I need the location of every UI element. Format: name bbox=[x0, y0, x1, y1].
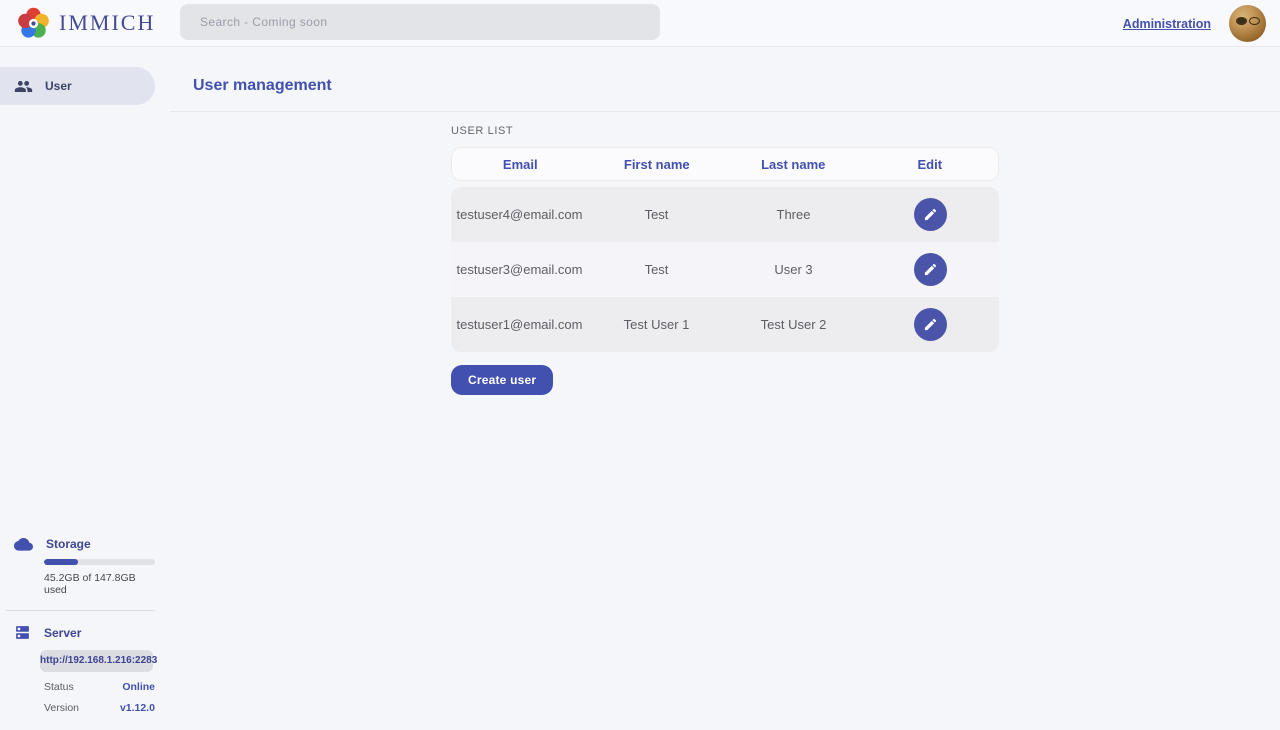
column-header-last-name: Last name bbox=[761, 156, 826, 172]
user-avatar[interactable] bbox=[1229, 5, 1266, 42]
page-title: User management bbox=[170, 47, 1280, 112]
sidebar-item-label: User bbox=[45, 79, 72, 93]
cell-first-name: Test bbox=[644, 262, 669, 277]
sidebar-divider bbox=[6, 610, 155, 611]
cell-email: testuser1@email.com bbox=[456, 317, 583, 332]
cell-email: testuser4@email.com bbox=[456, 207, 583, 222]
group-icon bbox=[14, 77, 33, 96]
cell-first-name: Test bbox=[644, 207, 669, 222]
storage-progress-bar bbox=[44, 559, 155, 565]
search-input[interactable] bbox=[180, 4, 660, 40]
version-label: Version bbox=[44, 702, 80, 714]
sidebar-bottom: Storage 45.2GB of 147.8GB used Server ht… bbox=[0, 536, 170, 714]
storage-title: Storage bbox=[46, 536, 91, 551]
cell-email: testuser3@email.com bbox=[456, 262, 583, 277]
cloud-icon bbox=[14, 536, 33, 551]
server-section-header: Server bbox=[0, 624, 170, 641]
table-row: testuser3@email.com Test User 3 bbox=[451, 242, 999, 297]
cell-last-name: User 3 bbox=[774, 262, 813, 277]
edit-user-button[interactable] bbox=[914, 198, 947, 231]
server-version-row: Version v1.12.0 bbox=[44, 702, 155, 714]
pencil-icon bbox=[923, 262, 938, 277]
create-user-button[interactable]: Create user bbox=[451, 365, 554, 395]
sidebar-item-user[interactable]: User bbox=[0, 67, 155, 105]
cell-first-name: Test User 1 bbox=[623, 317, 690, 332]
user-table-body: testuser4@email.com Test Three bbox=[451, 187, 999, 352]
table-row: testuser4@email.com Test Three bbox=[451, 187, 999, 242]
storage-usage-text: 45.2GB of 147.8GB used bbox=[44, 572, 136, 596]
edit-user-button[interactable] bbox=[914, 308, 947, 341]
app-logo[interactable]: IMMICH bbox=[17, 7, 155, 40]
administration-link[interactable]: Administration bbox=[1122, 16, 1211, 31]
edit-user-button[interactable] bbox=[914, 253, 947, 286]
admin-sidebar: User Storage 45.2GB of 147.8GB used bbox=[0, 47, 170, 730]
column-header-first-name: First name bbox=[623, 156, 690, 172]
immich-flower-icon bbox=[17, 7, 50, 40]
section-label: USER LIST bbox=[451, 125, 514, 137]
server-status-row: Status Online bbox=[44, 681, 155, 693]
logo-text: IMMICH bbox=[59, 10, 156, 35]
user-list-section: USER LIST Email First name Last name Edi… bbox=[451, 125, 999, 395]
table-row: testuser1@email.com Test User 1 Test Use… bbox=[451, 297, 999, 352]
dns-icon bbox=[14, 624, 31, 641]
pencil-icon bbox=[923, 207, 938, 222]
server-url-badge: http://192.168.1.216:2283 bbox=[40, 650, 157, 672]
version-value: v1.12.0 bbox=[119, 702, 155, 714]
status-value: Online bbox=[122, 681, 155, 693]
topbar-right: Administration bbox=[1123, 0, 1266, 47]
storage-section-header: Storage bbox=[0, 536, 170, 551]
column-header-email: Email bbox=[502, 156, 538, 172]
cell-last-name: Test User 2 bbox=[760, 317, 827, 332]
top-bar: IMMICH Administration bbox=[0, 0, 1280, 47]
status-label: Status bbox=[44, 681, 74, 693]
storage-progress-fill bbox=[44, 559, 79, 565]
cell-last-name: Three bbox=[776, 207, 811, 222]
main-content: User management USER LIST Email First na… bbox=[170, 47, 1280, 730]
user-table-header: Email First name Last name Edit bbox=[451, 147, 999, 181]
server-title: Server bbox=[44, 625, 82, 640]
column-header-edit: Edit bbox=[917, 156, 943, 172]
pencil-icon bbox=[923, 317, 938, 332]
page-layout: User Storage 45.2GB of 147.8GB used bbox=[0, 47, 1280, 730]
